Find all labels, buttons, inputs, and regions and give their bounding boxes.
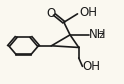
Text: NH: NH xyxy=(89,28,107,41)
Text: 2: 2 xyxy=(98,31,104,40)
Text: O: O xyxy=(47,7,56,19)
Text: OH: OH xyxy=(79,6,97,19)
Text: OH: OH xyxy=(83,60,101,73)
